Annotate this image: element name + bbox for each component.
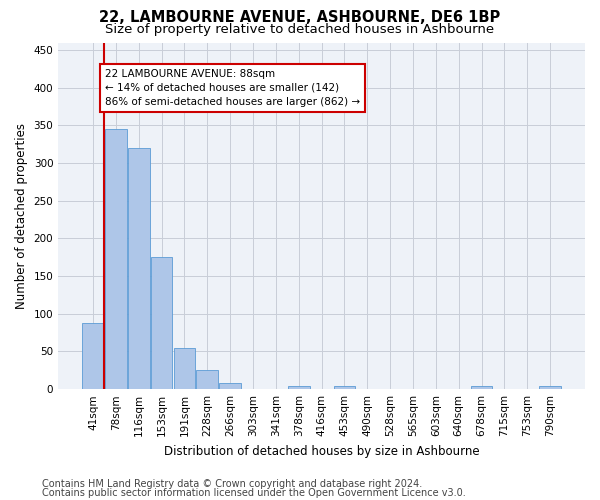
Bar — [82, 323, 104, 389]
Bar — [128, 148, 149, 389]
Text: Contains public sector information licensed under the Open Government Licence v3: Contains public sector information licen… — [42, 488, 466, 498]
Bar — [539, 386, 561, 389]
Text: 22 LAMBOURNE AVENUE: 88sqm
← 14% of detached houses are smaller (142)
86% of sem: 22 LAMBOURNE AVENUE: 88sqm ← 14% of deta… — [105, 69, 360, 107]
Bar — [334, 386, 355, 389]
Bar — [288, 386, 310, 389]
Bar — [105, 129, 127, 389]
Text: 22, LAMBOURNE AVENUE, ASHBOURNE, DE6 1BP: 22, LAMBOURNE AVENUE, ASHBOURNE, DE6 1BP — [100, 10, 500, 25]
Bar — [151, 258, 172, 389]
Y-axis label: Number of detached properties: Number of detached properties — [15, 123, 28, 309]
Text: Contains HM Land Registry data © Crown copyright and database right 2024.: Contains HM Land Registry data © Crown c… — [42, 479, 422, 489]
Bar — [196, 370, 218, 389]
Bar — [219, 383, 241, 389]
Text: Size of property relative to detached houses in Ashbourne: Size of property relative to detached ho… — [106, 22, 494, 36]
Bar — [173, 348, 195, 389]
X-axis label: Distribution of detached houses by size in Ashbourne: Distribution of detached houses by size … — [164, 444, 479, 458]
Bar — [471, 386, 493, 389]
